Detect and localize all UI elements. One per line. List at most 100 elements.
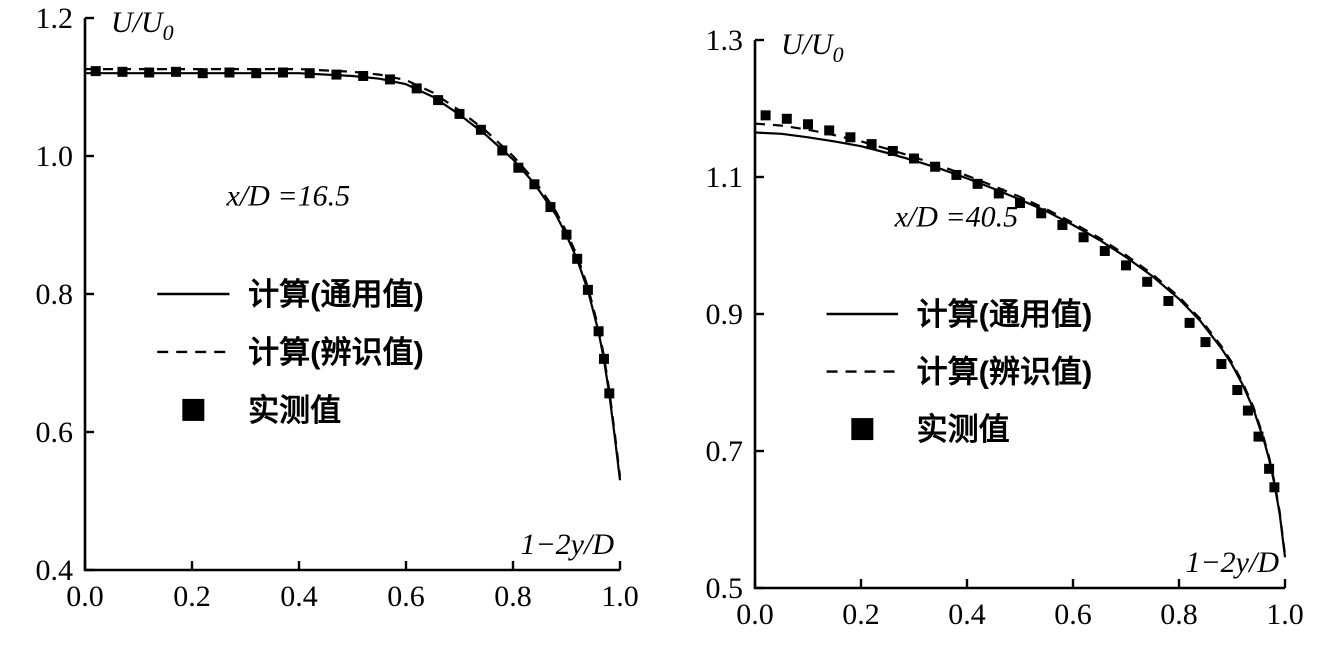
- y-tick-label: 0.4: [36, 554, 74, 587]
- measured-point-marker: [1078, 232, 1089, 243]
- legend-item-label: 计算(通用值): [248, 277, 424, 312]
- measured-point-marker: [1253, 431, 1264, 442]
- measured-point-marker: [803, 119, 813, 130]
- measured-point-marker: [513, 162, 524, 173]
- measured-point-marker: [224, 67, 235, 78]
- legend-item: 实测值: [851, 412, 1010, 447]
- y-tick-label: 0.6: [36, 416, 74, 449]
- measured-point-marker: [930, 161, 941, 172]
- x-tick-label: 0.6: [1054, 598, 1092, 631]
- x-tick-label: 0.4: [948, 598, 986, 631]
- x-tick-label: 0.4: [280, 580, 318, 613]
- measured-point-marker: [497, 145, 508, 156]
- legend: 计算(通用值) 计算(辨识值) 实测值: [826, 297, 1093, 447]
- velocity-profile-chart-left: 0.4 0.6 0.8 1.0 1.2 0.0 0.2 0.4 0.6 0.8 1.0 U/U0 1−2…: [0, 0, 660, 651]
- legend-item: 计算(辨识值): [157, 335, 424, 370]
- legend-square-sample: [182, 398, 205, 421]
- legend-item-label: 实测值: [248, 393, 341, 428]
- measured-point-marker: [561, 229, 572, 240]
- measured-point-marker: [277, 67, 288, 78]
- y-tick-label: 0.7: [706, 435, 744, 468]
- measured-point-marker: [845, 132, 856, 143]
- series-measured-points: [90, 66, 615, 399]
- y-tick-label: 1.3: [706, 24, 744, 57]
- y-tick-label: 1.2: [36, 2, 74, 35]
- y-tick-label: 1.0: [36, 140, 74, 173]
- measured-point-marker: [593, 326, 604, 337]
- measured-point-marker: [951, 169, 962, 180]
- measured-point-marker: [1232, 385, 1243, 396]
- measured-point-marker: [331, 69, 342, 80]
- measured-point-marker: [781, 113, 792, 124]
- x-tick-label: 0.8: [494, 580, 532, 613]
- legend-item: 实测值: [182, 393, 341, 428]
- x-tick-label: 0.0: [66, 580, 104, 613]
- measured-point-marker: [475, 124, 486, 135]
- legend-item-label: 计算(辨识值): [917, 355, 1093, 390]
- legend-item: 计算(辨识值): [826, 355, 1093, 390]
- measured-point-marker: [598, 353, 609, 364]
- x-tick-label: 1.0: [601, 580, 639, 613]
- annotation-x-over-d: x/D =16.5: [226, 180, 351, 213]
- measured-point-marker: [1142, 276, 1153, 287]
- x-tick-label: 0.8: [1160, 598, 1198, 631]
- x-tick-label: 0.2: [842, 598, 880, 631]
- legend-square-sample: [851, 418, 874, 441]
- legend-item-label: 计算(通用值): [917, 297, 1093, 332]
- y-axis-title: U/U0: [781, 28, 844, 67]
- measured-point-marker: [197, 68, 208, 79]
- legend-item: 计算(通用值): [826, 297, 1093, 332]
- legend-item-label: 实测值: [917, 412, 1010, 447]
- measured-point-marker: [545, 202, 556, 213]
- measured-point-marker: [90, 66, 101, 77]
- measured-point-marker: [170, 66, 181, 77]
- chart-left-svg: 0.4 0.6 0.8 1.0 1.2 0.0 0.2 0.4 0.6 0.8 1.0 U/U0 1−2…: [36, 2, 639, 613]
- measured-point-marker: [1057, 219, 1068, 230]
- measured-point-marker: [572, 253, 583, 264]
- annotation-x-over-d: x/D =40.5: [894, 200, 1019, 233]
- measured-point-marker: [1036, 208, 1047, 219]
- measured-point-marker: [887, 145, 898, 156]
- y-tick-label: 1.1: [706, 161, 744, 194]
- measured-point-marker: [1242, 405, 1253, 416]
- measured-point-marker: [993, 188, 1004, 199]
- x-axis-title: 1−2y/D: [1185, 546, 1279, 579]
- measured-point-marker: [454, 108, 465, 119]
- measured-point-marker: [1163, 295, 1174, 306]
- y-tick-label: 0.8: [36, 278, 74, 311]
- measured-point-marker: [251, 68, 262, 79]
- series-measured-points: [760, 110, 1280, 493]
- y-axis-title: U/U0: [111, 6, 174, 45]
- measured-point-marker: [1015, 198, 1025, 209]
- velocity-profile-chart-right: 0.5 0.7 0.9 1.1 1.3 0.0 0.2 0.4 0.6 0.8 1.0 U/U0 1−2…: [660, 0, 1329, 651]
- measured-point-marker: [866, 139, 877, 150]
- measured-point-marker: [358, 70, 369, 81]
- x-axis-title: 1−2y/D: [520, 528, 614, 561]
- measured-point-marker: [529, 179, 540, 190]
- measured-point-marker: [972, 178, 983, 189]
- x-tick-label: 0.0: [736, 598, 774, 631]
- legend-item-label: 计算(辨识值): [248, 335, 424, 370]
- y-tick-label: 0.9: [706, 298, 744, 331]
- measured-point-marker: [384, 74, 395, 85]
- x-tick-label: 1.0: [1266, 598, 1304, 631]
- measured-point-marker: [117, 66, 128, 77]
- legend: 计算(通用值) 计算(辨识值) 实测值: [157, 277, 424, 428]
- measured-point-marker: [760, 110, 771, 121]
- chart-right-svg: 0.5 0.7 0.9 1.1 1.3 0.0 0.2 0.4 0.6 0.8 1.0 U/U0 1−2…: [706, 24, 1304, 631]
- measured-point-marker: [582, 284, 593, 295]
- measured-point-marker: [604, 388, 615, 399]
- measured-point-marker: [304, 68, 315, 79]
- x-tick-label: 0.6: [387, 580, 425, 613]
- measured-point-marker: [1269, 482, 1280, 493]
- measured-point-marker: [1184, 317, 1195, 328]
- y-tick-label: 0.5: [706, 572, 744, 605]
- measured-point-marker: [1099, 245, 1110, 256]
- measured-point-marker: [1121, 260, 1131, 271]
- series-dashed-line: [85, 68, 622, 477]
- measured-point-marker: [1200, 337, 1211, 348]
- measured-point-marker: [824, 125, 835, 136]
- measured-point-marker: [1264, 463, 1275, 474]
- measured-point-marker: [411, 83, 422, 94]
